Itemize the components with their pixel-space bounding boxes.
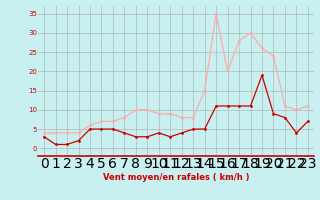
X-axis label: Vent moyen/en rafales ( km/h ): Vent moyen/en rafales ( km/h ) [103,173,249,182]
